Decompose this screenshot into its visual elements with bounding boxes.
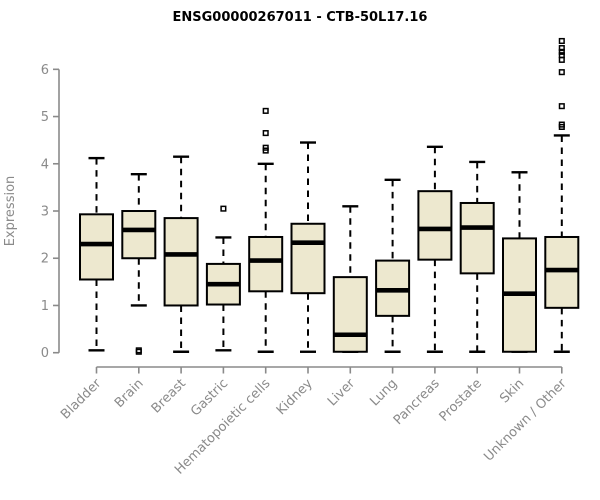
y-axis-title: Expression xyxy=(3,176,18,247)
x-tick-label: Breast xyxy=(149,376,189,416)
outlier-unknown-other xyxy=(558,37,565,45)
iqr-box-prostate xyxy=(459,201,495,275)
iqr-box-pancreas xyxy=(417,190,453,261)
chart-title: ENSG00000267011 - CTB-50L17.16 xyxy=(173,10,428,25)
x-tick-label: Unknown / Other xyxy=(481,376,570,465)
x-tick-label: Kidney xyxy=(274,376,316,418)
x-tick-label: Prostate xyxy=(437,376,485,424)
plot-area: 0 1 2 3 4 5 6 Expression Bladder Brain Breast Gastr… xyxy=(3,37,580,478)
outlier-unknown-other xyxy=(558,103,565,110)
y-tick-label: 5 xyxy=(41,110,49,125)
x-tick-label: Lung xyxy=(367,376,400,409)
iqr-box-breast xyxy=(163,217,199,307)
iqr-box-hematopoietic-cells xyxy=(248,235,284,293)
x-tick-label: Brain xyxy=(112,376,147,411)
x-tick-label: Skin xyxy=(497,376,527,406)
x-tick-label: Liver xyxy=(325,376,359,410)
iqr-box-liver xyxy=(332,276,368,353)
outlier-gastric xyxy=(220,205,227,212)
outlier-brain xyxy=(135,347,142,354)
outlier-unknown-other xyxy=(558,56,565,63)
iqr-box-bladder xyxy=(79,213,114,281)
outlier-unknown-other xyxy=(558,69,565,76)
outlier-unknown-other xyxy=(558,45,565,52)
iqr-box-unknown-other xyxy=(544,235,580,309)
x-tick-label: Pancreas xyxy=(391,376,443,428)
outlier-unknown-other xyxy=(558,52,565,59)
outlier-hematopoietic-cells xyxy=(262,107,269,114)
outlier-hematopoietic-cells xyxy=(262,144,269,151)
y-tick-label: 1 xyxy=(41,299,49,314)
y-tick-label: 2 xyxy=(41,252,49,267)
outlier-unknown-other xyxy=(558,121,565,128)
iqr-box-brain xyxy=(121,210,157,260)
y-tick-label: 6 xyxy=(41,63,49,78)
x-tick-label: Gastric xyxy=(188,376,231,419)
outlier-hematopoietic-cells xyxy=(262,130,269,137)
y-tick-label: 3 xyxy=(41,205,49,220)
outlier-unknown-other xyxy=(558,48,565,55)
iqr-box-kidney xyxy=(290,222,326,295)
y-tick-label: 0 xyxy=(41,346,49,361)
y-tick-label: 4 xyxy=(41,157,49,172)
x-tick-label: Bladder xyxy=(58,376,105,423)
